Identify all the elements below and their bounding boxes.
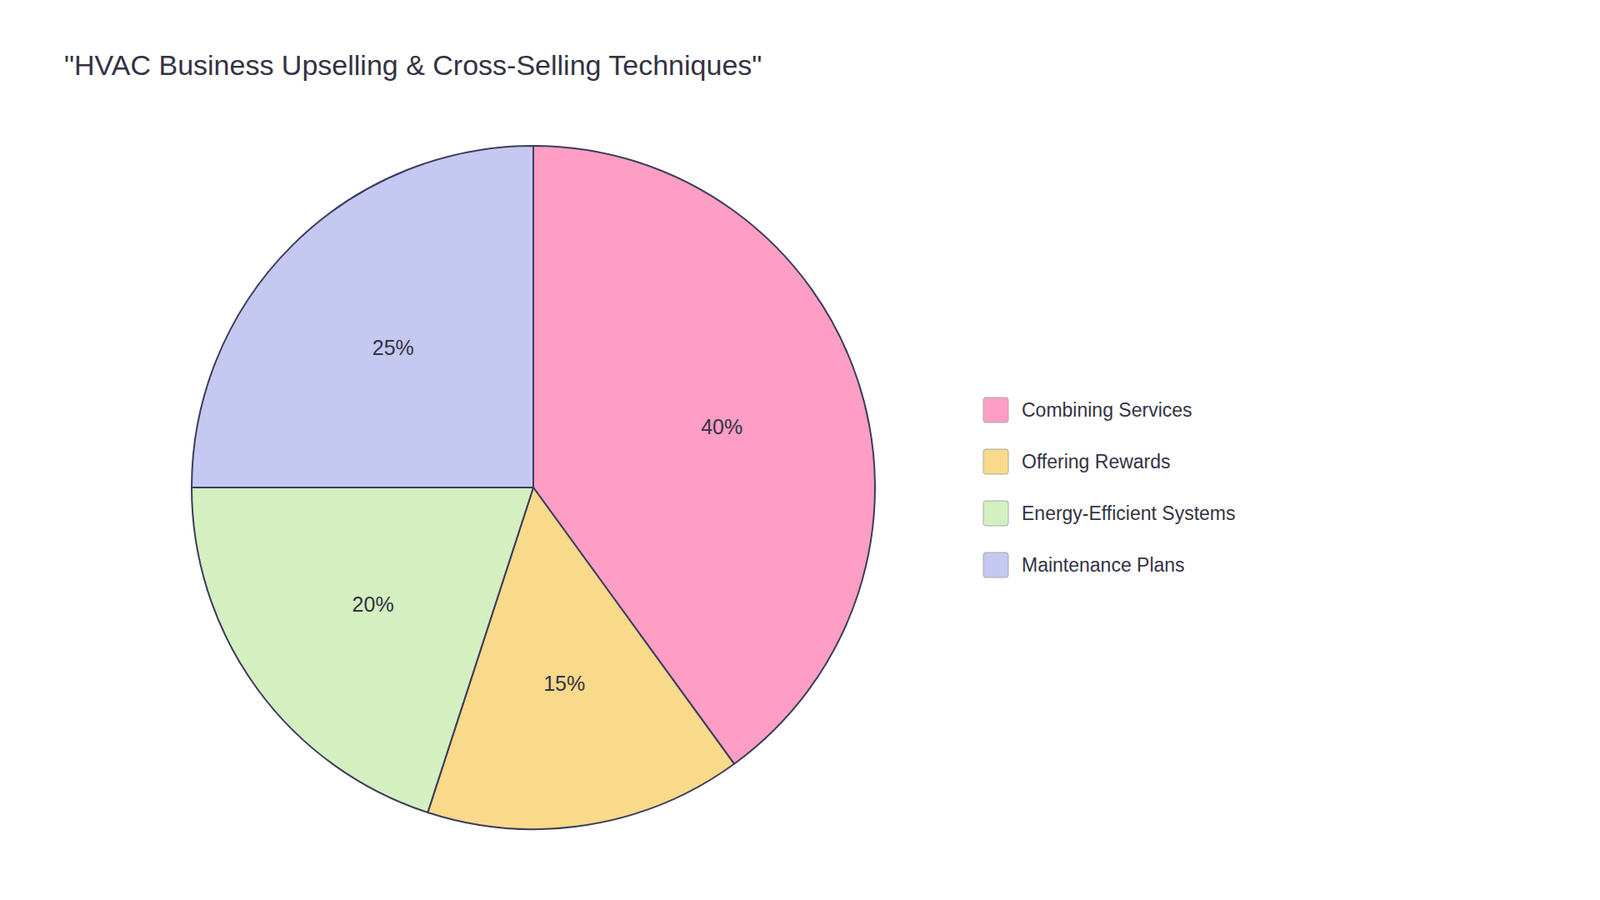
data-label: 40% <box>700 415 743 439</box>
pie-slice <box>533 145 875 765</box>
legend-swatch <box>983 397 1009 423</box>
pie-labels: 40% 15% 20% 25% <box>352 335 744 695</box>
legend-swatch <box>983 552 1009 578</box>
legend-label: Energy-Efficient Systems <box>1021 502 1236 525</box>
pie-slice <box>191 145 534 488</box>
chart-title: "HVAC Business Upselling & Cross-Selling… <box>64 49 762 81</box>
data-label: 25% <box>372 335 415 360</box>
background <box>0 0 1600 900</box>
chart-container: "HVAC Business Upselling & Cross-Selling… <box>0 0 1600 900</box>
legend: Combining Services Offering Rewards Energy… <box>983 397 1236 578</box>
pie-slice <box>191 487 534 813</box>
chart-svg: "HVAC Business Upselling & Cross-Selling… <box>0 0 1600 900</box>
legend-label: Offering Rewards <box>1021 450 1171 473</box>
legend-swatch <box>983 500 1009 526</box>
legend-swatch <box>983 449 1009 475</box>
legend-label: Combining Services <box>1021 399 1193 421</box>
pie-slices <box>191 145 875 830</box>
data-label: 20% <box>352 592 395 616</box>
legend-label: Maintenance Plans <box>1021 554 1185 576</box>
data-label: 15% <box>543 671 585 695</box>
